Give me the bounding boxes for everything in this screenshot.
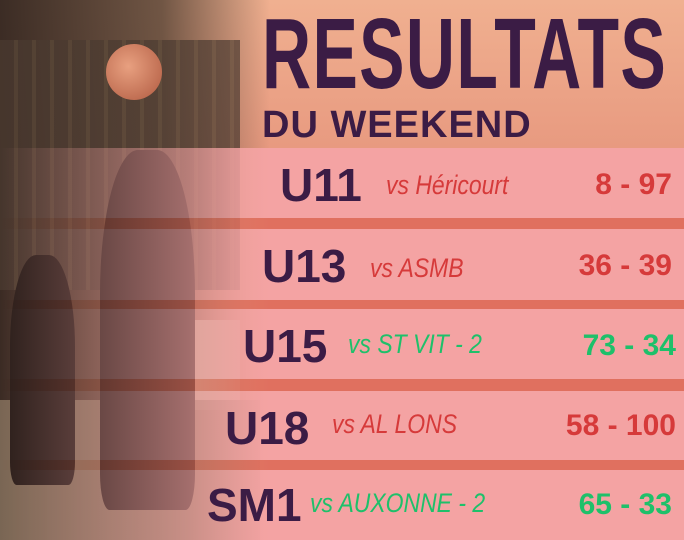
score: 65 - 33: [578, 488, 672, 521]
separator: [0, 379, 684, 391]
page-title: RESULTATS: [262, 0, 668, 110]
score: 58 - 100: [565, 409, 676, 442]
score: 73 - 34: [582, 329, 676, 362]
basketball-icon: [106, 44, 162, 100]
opponent-label: vs Héricourt: [386, 170, 509, 200]
team-label: U15: [243, 320, 328, 372]
separator: [0, 218, 684, 229]
opponent-label: vs AL LONS: [332, 409, 458, 439]
page-subtitle: DU WEEKEND: [262, 104, 532, 146]
result-row-u15: U15 vs ST VIT - 2 73 - 34: [0, 309, 684, 379]
opponent-label: vs AUXONNE - 2: [310, 488, 486, 518]
team-label: U13: [262, 240, 347, 292]
result-row-u13: U13 vs ASMB 36 - 39: [0, 229, 684, 300]
opponent-label: vs ST VIT - 2: [348, 329, 482, 359]
separator: [0, 300, 684, 309]
team-label: U18: [225, 402, 310, 454]
team-label: U11: [280, 159, 362, 211]
result-row-u11: U11 vs Héricourt 8 - 97: [0, 148, 684, 218]
opponent-label: vs ASMB: [370, 253, 464, 283]
score: 36 - 39: [578, 249, 672, 282]
separator: [0, 460, 684, 470]
result-row-sm1: SM1 vs AUXONNE - 2 65 - 33: [0, 470, 684, 540]
result-row-u18: U18 vs AL LONS 58 - 100: [0, 391, 684, 460]
team-label: SM1: [207, 479, 302, 531]
score: 8 - 97: [595, 168, 672, 201]
